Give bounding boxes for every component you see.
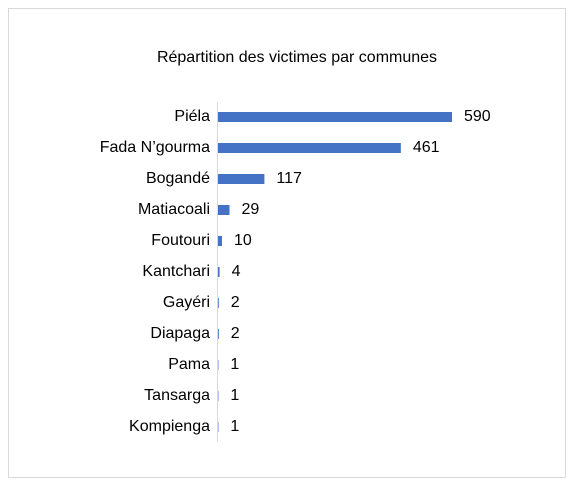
chart-frame [8, 8, 566, 478]
data-label: 4 [232, 263, 241, 280]
data-label: 117 [276, 170, 302, 187]
y-tick-label: Piéla [174, 108, 210, 125]
data-label: 2 [231, 294, 240, 311]
bar [218, 174, 265, 184]
bar [218, 112, 452, 122]
y-tick-label: Fada N’gourma [100, 139, 210, 156]
bar [218, 267, 220, 277]
y-tick-label: Pama [168, 356, 210, 373]
bar [218, 143, 401, 153]
chart-title: Répartition des victimes par communes [157, 49, 437, 66]
data-label: 29 [242, 201, 260, 218]
y-tick-label: Tansarga [144, 387, 210, 404]
y-tick-label: Bogandé [146, 170, 210, 187]
bar [218, 298, 219, 308]
y-tick-label: Kantchari [142, 263, 210, 280]
bar [218, 329, 219, 339]
data-label: 1 [230, 418, 239, 435]
data-label: 1 [230, 356, 239, 373]
data-label: 10 [234, 232, 252, 249]
data-label: 2 [231, 325, 240, 342]
y-tick-label: Foutouri [151, 232, 210, 249]
bar [218, 236, 222, 246]
data-label: 590 [464, 108, 491, 125]
y-tick-label: Gayéri [163, 294, 210, 311]
y-tick-label: Kompienga [129, 418, 210, 435]
data-label: 461 [413, 139, 440, 156]
data-label: 1 [230, 387, 239, 404]
y-tick-label: Diapaga [150, 325, 210, 342]
bar [218, 205, 230, 215]
y-tick-label: Matiacoali [138, 201, 210, 218]
